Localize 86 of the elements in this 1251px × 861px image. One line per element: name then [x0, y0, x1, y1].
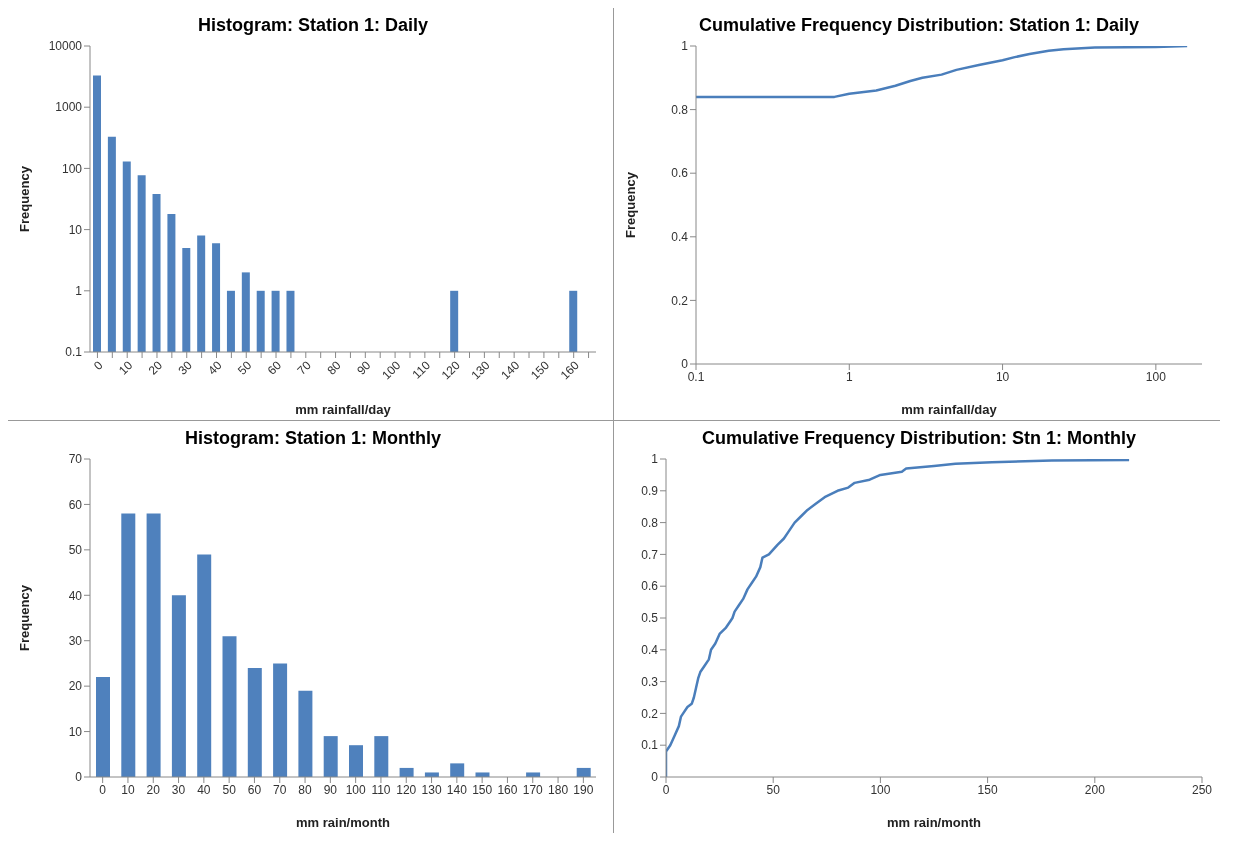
y-tick-label: 40	[68, 588, 83, 603]
x-tick-label: 200	[1084, 782, 1106, 797]
x-tick-label: 10	[116, 358, 136, 378]
y-tick-label: 1	[681, 39, 689, 54]
x-tick-label: 10	[121, 782, 135, 797]
x-tick-label: 140	[498, 358, 523, 383]
x-tick-label: 160	[557, 358, 583, 383]
chart-title: Cumulative Frequency Distribution: Station 1: Daily	[697, 14, 1141, 37]
y-tick-label: 10	[68, 724, 83, 739]
y-tick-label: 50	[68, 543, 83, 558]
x-tick-label: 190	[573, 782, 594, 797]
x-tick-label: 90	[323, 782, 338, 797]
y-tick-label: 1	[651, 452, 659, 467]
y-tick-label: 0.2	[671, 293, 689, 308]
y-tick-label: 0.6	[641, 579, 659, 594]
x-tick-label: 120	[396, 782, 417, 797]
y-tick-label: 20	[68, 679, 83, 694]
y-tick-label: 1	[75, 284, 83, 299]
x-tick-label: 90	[354, 358, 374, 378]
y-axis-title: Frequency	[622, 171, 638, 238]
x-tick-label: 0	[99, 782, 107, 797]
x-tick-label: 40	[205, 358, 225, 378]
x-tick-label: 130	[421, 782, 442, 797]
x-tick-label: 30	[171, 782, 186, 797]
y-tick-label: 0.6	[671, 166, 689, 181]
y-tick-label: 1000	[55, 100, 83, 115]
chart-title: Histogram: Station 1: Monthly	[184, 427, 442, 450]
x-tick-label: 140	[446, 782, 468, 797]
x-tick-label: 10	[995, 369, 1010, 384]
y-tick-label: 0.5	[641, 611, 659, 626]
x-tick-label: 150	[527, 358, 553, 383]
x-tick-label: 0	[90, 358, 106, 373]
y-axis-title: Frequency	[16, 584, 32, 651]
x-axis-title: mm rain/month	[296, 815, 390, 830]
x-tick-label: 70	[294, 358, 315, 378]
y-axis-title: Frequency	[16, 165, 32, 232]
x-tick-label: 170	[522, 782, 544, 797]
chart-title: Cumulative Frequency Distribution: Stn 1: Monthly	[701, 427, 1137, 450]
y-tick-label: 0.1	[641, 738, 659, 753]
y-tick-label: 0	[75, 770, 83, 785]
y-tick-label: 0.4	[641, 643, 659, 658]
x-tick-label: 70	[273, 782, 287, 797]
x-tick-label: 60	[247, 782, 262, 797]
x-tick-label: 130	[468, 358, 493, 383]
y-tick-label: 30	[68, 633, 83, 648]
x-tick-label: 110	[409, 358, 434, 382]
x-tick-label: 1	[845, 369, 853, 384]
x-tick-label: 50	[222, 782, 237, 797]
y-tick-label: 0.7	[641, 547, 659, 562]
x-tick-label: 50	[235, 358, 255, 378]
x-tick-label: 100	[870, 782, 891, 797]
x-tick-label: 60	[264, 358, 285, 378]
x-axis-title: mm rain/month	[887, 815, 981, 830]
x-tick-label: 150	[472, 782, 493, 797]
y-tick-label: 0.8	[671, 102, 689, 117]
x-tick-label: 50	[766, 782, 781, 797]
y-tick-label: 60	[68, 497, 83, 512]
x-tick-label: 80	[298, 782, 313, 797]
x-tick-label: 120	[438, 358, 463, 383]
y-tick-label: 0.1	[65, 345, 83, 360]
y-tick-label: 100	[61, 161, 83, 176]
x-tick-label: 20	[146, 782, 161, 797]
y-tick-label: 10000	[48, 39, 83, 54]
x-tick-label: 100	[345, 782, 366, 797]
y-tick-label: 0.9	[641, 484, 659, 499]
x-axis-title: mm rainfall/day	[295, 402, 392, 417]
y-tick-label: 0	[651, 770, 659, 785]
y-tick-label: 0.2	[641, 706, 659, 721]
y-tick-label: 0.3	[641, 674, 659, 689]
x-tick-label: 100	[1145, 369, 1167, 384]
x-tick-label: 80	[324, 358, 344, 378]
x-tick-label: 110	[371, 782, 391, 797]
x-tick-label: 150	[977, 782, 998, 797]
x-tick-label: 20	[145, 358, 166, 378]
x-tick-label: 40	[197, 782, 211, 797]
x-tick-label: 30	[175, 358, 196, 378]
x-tick-label: 180	[548, 782, 569, 797]
y-tick-label: 0.8	[641, 515, 659, 530]
y-tick-label: 0.4	[671, 230, 689, 245]
x-tick-label: 100	[379, 358, 404, 383]
x-tick-label: 160	[497, 782, 518, 797]
chart-title: Histogram: Station 1: Daily	[196, 14, 429, 37]
y-tick-label: 10	[68, 222, 83, 237]
x-tick-label: 250	[1191, 782, 1213, 797]
y-tick-label: 70	[68, 452, 83, 467]
x-axis-title: mm rainfall/day	[901, 402, 998, 417]
